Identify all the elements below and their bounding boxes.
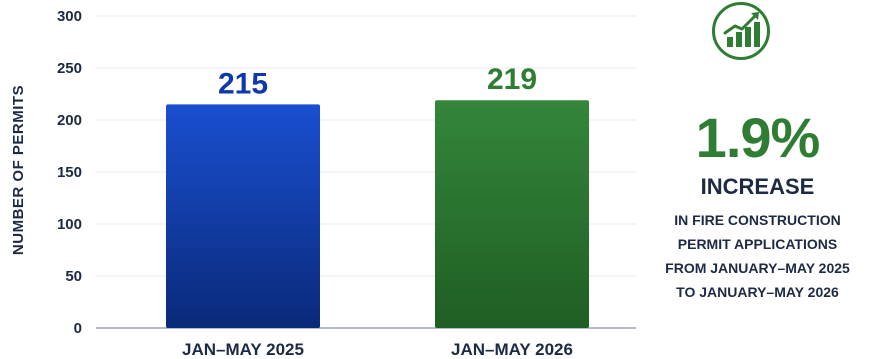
y-tick-label: 200 — [57, 112, 82, 129]
y-tick-label: 250 — [57, 60, 82, 77]
bars: 215 JAN–MAY 2025 219 JAN–MAY 2026 — [166, 63, 589, 359]
increase-description: IN FIRE CONSTRUCTION PERMIT APPLICATIONS… — [644, 208, 871, 304]
x-category-label: JAN–MAY 2026 — [451, 340, 573, 359]
y-tick-label: 300 — [57, 8, 82, 25]
increase-headline: INCREASE — [700, 174, 815, 199]
y-tick-label: 100 — [57, 216, 82, 233]
bar — [166, 104, 320, 329]
y-tick-label: 0 — [74, 320, 82, 337]
percent-increase: 1.9% — [695, 106, 821, 169]
bar-value-label: 215 — [218, 67, 268, 100]
description-line: FROM JANUARY–MAY 2025 — [665, 260, 850, 276]
y-tick-label: 150 — [57, 164, 82, 181]
description-line: IN FIRE CONSTRUCTION — [674, 212, 841, 228]
x-category-label: JAN–MAY 2025 — [182, 340, 304, 359]
y-axis-label: NUMBER OF PERMITS — [10, 85, 27, 255]
y-axis-ticks: 0 50 100 150 200 250 300 — [57, 8, 82, 337]
bar-chart: 0 50 100 150 200 250 300 NUMBER OF PERMITS 215… — [10, 8, 636, 359]
description-line: PERMIT APPLICATIONS — [677, 236, 838, 252]
y-tick-label: 50 — [65, 268, 82, 285]
increase-callout: 1.9% INCREASE IN FIRE CONSTRUCTION PERMI… — [644, 0, 871, 359]
growth-chart-icon — [712, 2, 770, 60]
bar — [435, 100, 589, 329]
bar-value-label: 219 — [487, 63, 537, 96]
description-line: TO JANUARY–MAY 2026 — [676, 284, 839, 300]
